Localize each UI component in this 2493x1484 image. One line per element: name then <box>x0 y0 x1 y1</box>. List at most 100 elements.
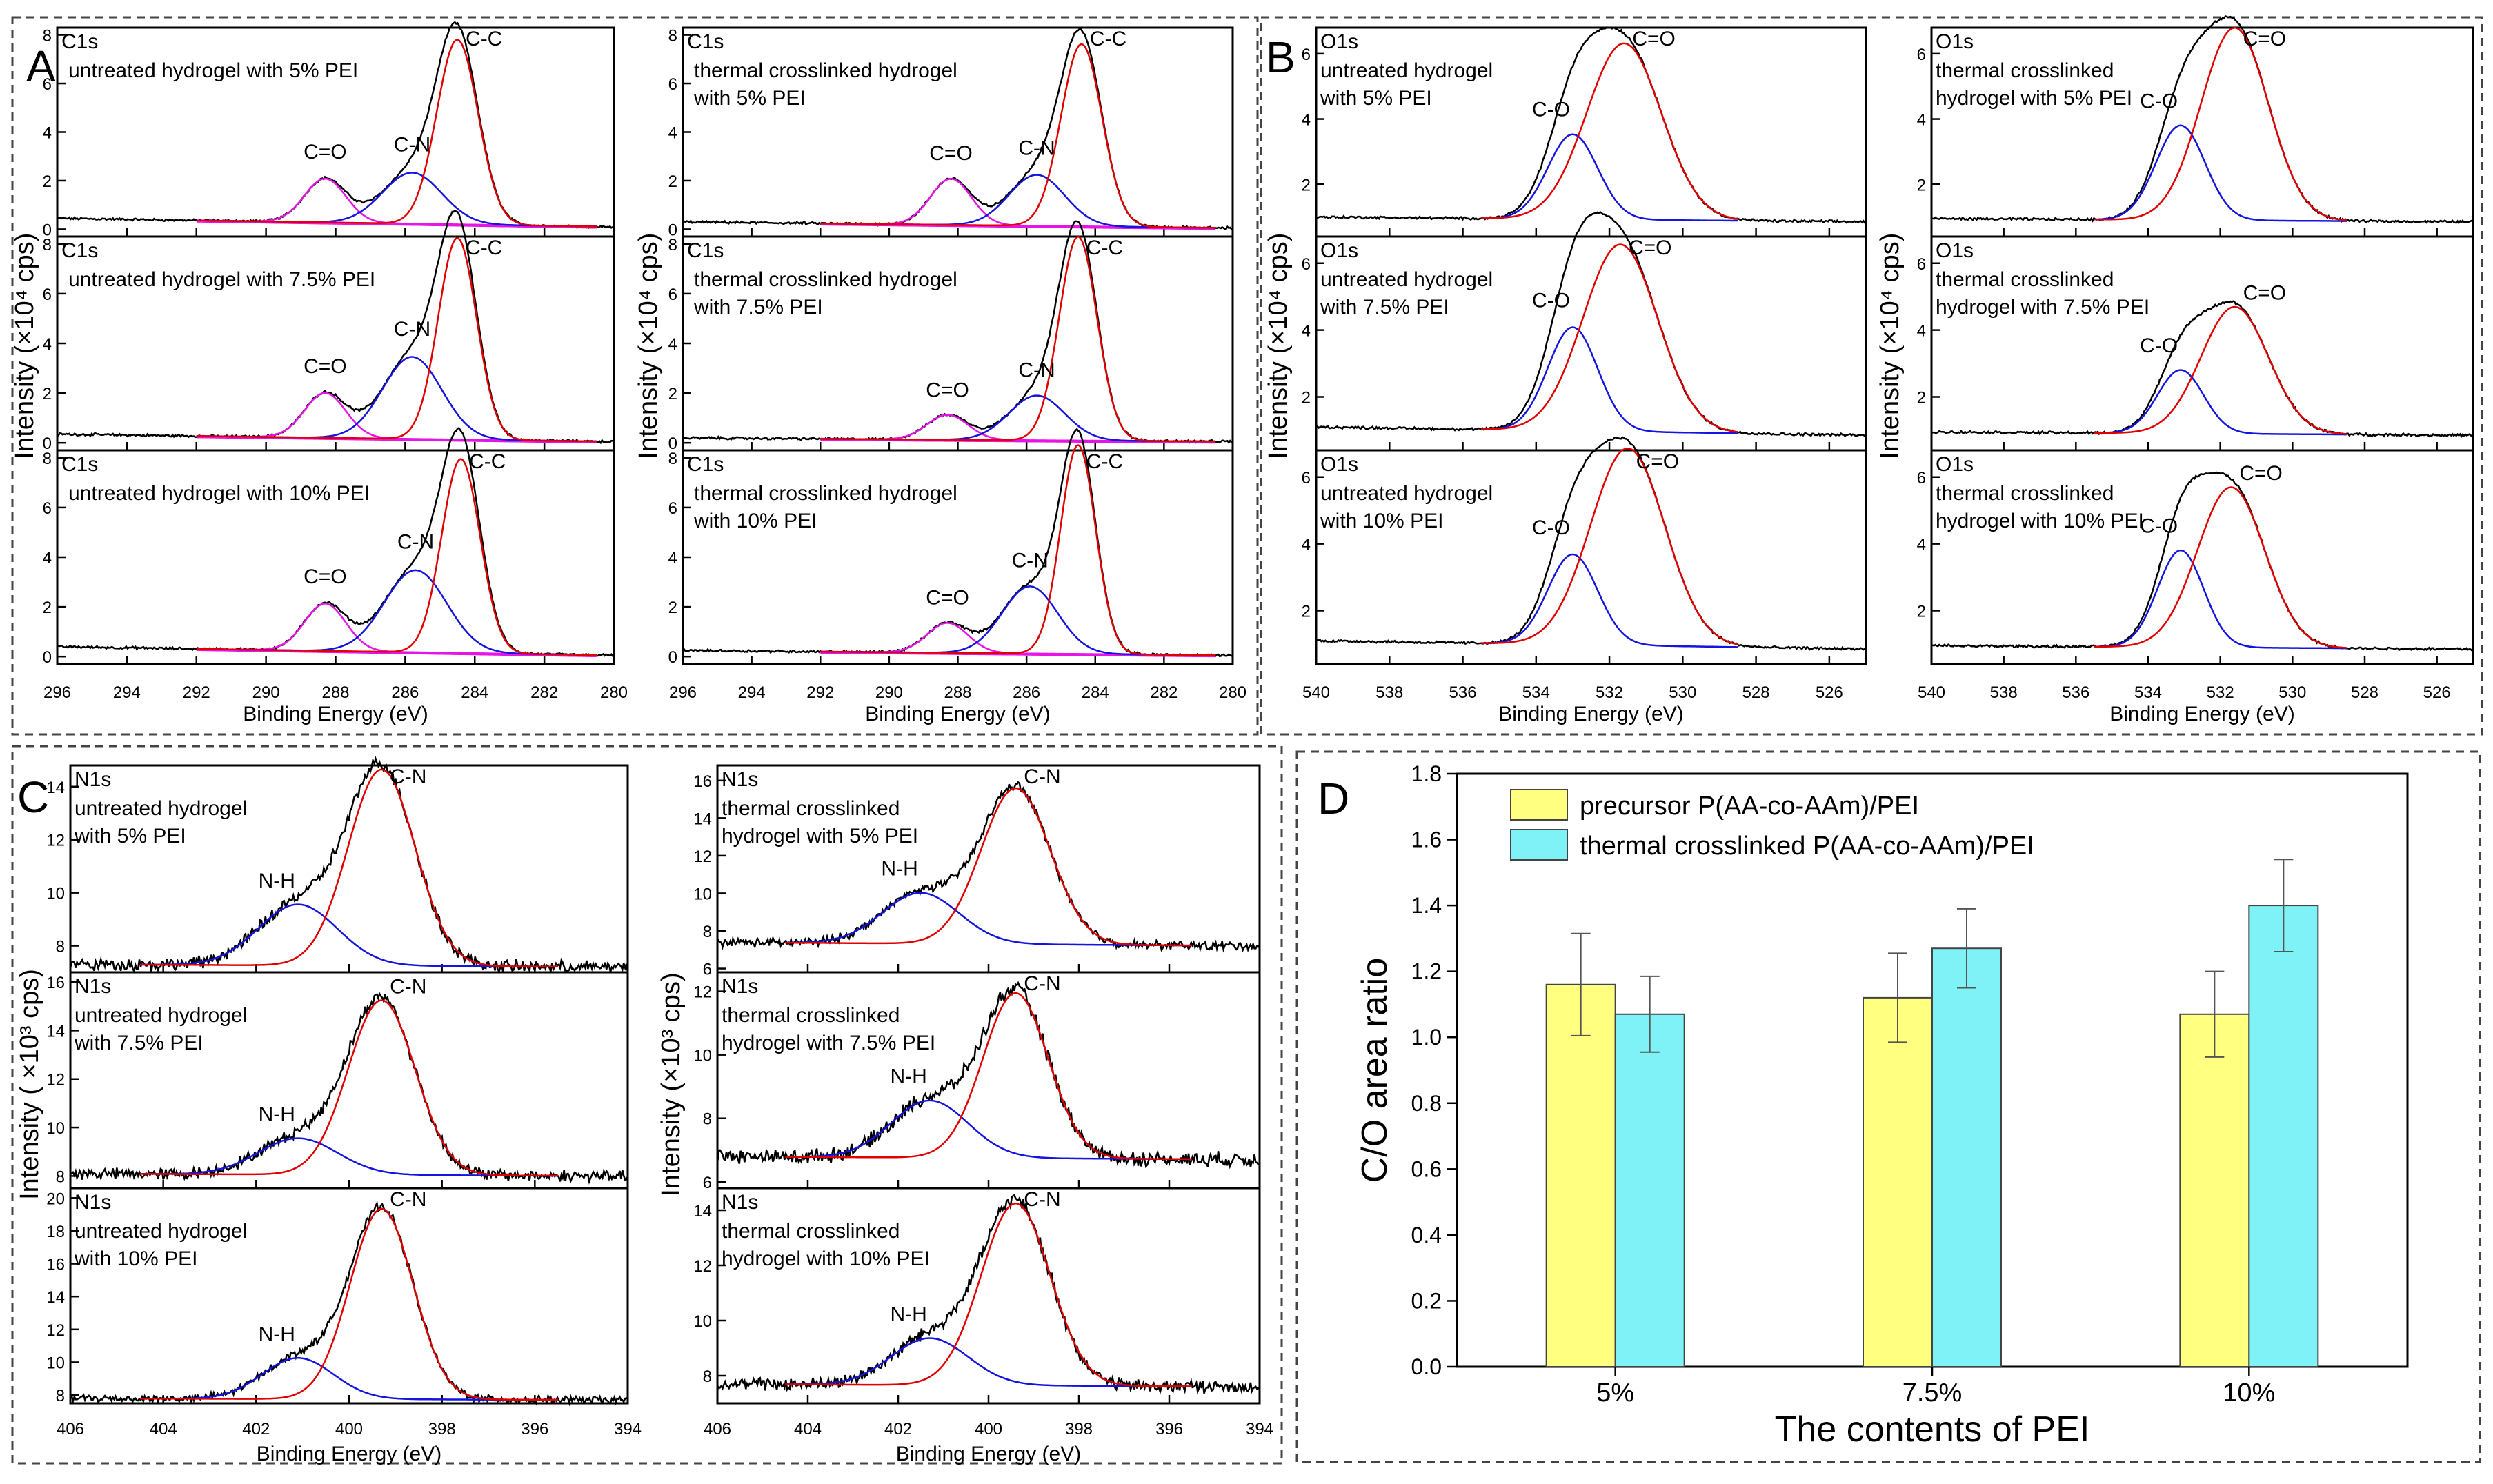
raw-spectrum-line <box>1931 471 2474 652</box>
peak-label: C=O <box>1636 450 1680 473</box>
component-c=o-line <box>820 414 1216 443</box>
x-tick-label: 290 <box>252 683 280 702</box>
x-tick-label: 394 <box>614 1420 642 1438</box>
y-tick-label: 6 <box>1917 469 1926 488</box>
raw-spectrum-line <box>57 209 615 445</box>
component-c=o-line <box>196 392 597 443</box>
peak-label: C-N <box>1024 765 1060 788</box>
y-tick-label: 8 <box>703 1367 712 1386</box>
component-c=o-line <box>820 622 1216 656</box>
y-tick-label: 6 <box>1302 255 1311 274</box>
subplot-element-label: O1s <box>1320 239 1358 262</box>
legend-label: thermal crosslinked P(AA-co-AAm)/PEI <box>1580 832 2034 861</box>
peak-label: C=O <box>926 379 969 401</box>
panel-letter-d: D <box>1318 774 1349 823</box>
x-tick-label: 402 <box>884 1420 912 1438</box>
y-axis-title: C/O area ratio <box>1355 958 1395 1183</box>
y-tick-label: 6 <box>668 285 677 304</box>
y-tick-label: 2 <box>668 599 677 617</box>
background-line <box>820 652 1216 658</box>
subplot-a-4: 0 2 4 6 8 C=O C-N C-C C1s thermal crosslinked hyd… <box>668 26 1234 239</box>
x-tick-label: 292 <box>183 683 210 702</box>
background-line <box>820 223 1216 230</box>
component-main-line <box>140 768 558 968</box>
x-tick-label: 398 <box>1065 1420 1093 1438</box>
subplot-sample-label: with 5% PEI <box>74 825 186 848</box>
component-c-n-line <box>820 585 1216 656</box>
component-c-n-line <box>196 172 597 228</box>
subplot-sample-label: hydrogel with 7.5% PEI <box>1936 296 2149 319</box>
x-tick-label: 530 <box>1669 683 1696 702</box>
y-tick-label: 6 <box>43 75 52 94</box>
subplot-sample-label: thermal crosslinked hydrogel <box>694 482 957 505</box>
y-tick-label: 4 <box>668 335 677 354</box>
subplot-sample-label: thermal crosslinked hydrogel <box>694 59 957 82</box>
subplot-b-6: 2 4 6 540 538 536 534 532 530 528 526 C-O C=O O1s ther… <box>1917 449 2474 702</box>
subplot-a-6: 0 2 4 6 8 296 294 292 290 288 286 284 282 280 C=O C-N C-… <box>668 428 1246 702</box>
subplot-b-4: 2 4 6 C-O C=O O1s thermal crosslinked hydrogel … <box>1917 14 2474 238</box>
subplot-element-label: N1s <box>722 975 758 998</box>
peak-label: N-H <box>259 1103 295 1125</box>
background-line <box>820 439 1216 444</box>
y-tick-label: 4 <box>1302 322 1311 341</box>
x-tick-label: 406 <box>704 1420 731 1438</box>
subplot-c-3: 8 10 12 14 16 18 20 406 404 402 400 398 396 394 N-H C-N… <box>46 1187 642 1438</box>
y-tick-label: 2 <box>43 385 52 403</box>
peak-label: C-N <box>1018 137 1055 160</box>
subplot-sample-label: thermal crosslinked <box>722 1220 900 1243</box>
y-tick-label: 14 <box>46 779 65 797</box>
subplot-c-4: 6 8 10 12 14 16 N-H C-N N1s thermal crosslinked hy… <box>693 764 1261 979</box>
subplot-element-label: O1s <box>1936 30 1974 53</box>
y-tick-label: 0 <box>43 648 52 667</box>
component-c-c-line <box>196 237 597 443</box>
x-axis-title: Binding Energy (eV) <box>865 703 1050 725</box>
x-tick-label: 402 <box>242 1420 270 1438</box>
y-tick-label: 0.6 <box>1411 1156 1442 1181</box>
panel-letter-b: B <box>1266 32 1295 82</box>
subplot-sample-label: untreated hydrogel with 7.5% PEI <box>68 268 375 291</box>
y-tick-label: 6 <box>43 499 52 518</box>
raw-spectrum-line <box>70 992 629 1185</box>
peak-label: C-N <box>394 133 430 156</box>
component-main-line <box>785 787 1192 947</box>
y-tick-label: 12 <box>693 848 712 866</box>
peak-label: C=O <box>929 142 973 165</box>
y-tick-label: 10 <box>46 1119 65 1138</box>
subplot-element-label: N1s <box>75 975 111 998</box>
x-tick-label: 284 <box>1082 683 1109 702</box>
bar-precursor-7.5% <box>1863 996 1933 1367</box>
panel-c-frame <box>11 745 1283 1465</box>
y-tick-label: 8 <box>668 450 677 468</box>
y-tick-label: 12 <box>693 1257 712 1276</box>
y-tick-label: 4 <box>43 335 52 354</box>
subplot-element-label: O1s <box>1936 239 1974 262</box>
x-tick-label: 5% <box>1596 1378 1634 1407</box>
y-tick-label: 2 <box>1917 176 1926 194</box>
raw-spectrum-line <box>682 428 1233 658</box>
x-tick-label: 396 <box>1155 1420 1183 1438</box>
peak-label: C-O <box>2140 514 2178 537</box>
component-main-line <box>1481 42 1738 220</box>
x-tick-label: 538 <box>1990 683 2018 702</box>
x-tick-label: 540 <box>1918 683 1945 702</box>
y-axis-title: Intensity (×10⁴ cps) <box>10 233 39 459</box>
panel-b-o1s-spectra: 2 4 6 C-O C=O O1s untreated hydrogel with 5% PE… <box>1264 14 2474 725</box>
x-tick-label: 288 <box>321 683 349 702</box>
y-tick-label: 10 <box>46 1354 65 1372</box>
subplot-sample-label: untreated hydrogel <box>1320 59 1493 82</box>
x-axis-title: Binding Energy (eV) <box>257 1443 441 1465</box>
x-tick-label: 406 <box>57 1420 84 1438</box>
y-tick-label: 0 <box>43 221 52 239</box>
y-tick-label: 12 <box>46 1071 65 1090</box>
y-axis-title: Intensity (×10⁴ cps) <box>1264 233 1293 459</box>
y-tick-label: 16 <box>693 772 712 791</box>
peak-label: C-O <box>1532 98 1570 121</box>
subplot-c-5: 6 8 10 12 N-H C-N N1s thermal crosslinked hydrog… <box>693 971 1261 1192</box>
y-tick-label: 8 <box>43 450 52 468</box>
subplot-sample-label: untreated hydrogel <box>1320 268 1493 291</box>
peak-label: C=O <box>926 586 969 609</box>
y-tick-label: 4 <box>1302 111 1311 130</box>
peak-label: C=O <box>304 355 347 378</box>
component-c-c-line <box>820 444 1216 656</box>
peak-label: C-N <box>1024 1188 1060 1211</box>
